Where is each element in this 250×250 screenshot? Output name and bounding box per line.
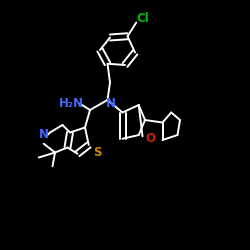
Text: S: S <box>93 146 102 159</box>
Text: N: N <box>106 97 116 110</box>
Text: Cl: Cl <box>136 12 149 25</box>
Text: H₂N: H₂N <box>59 97 84 110</box>
Text: N: N <box>39 128 49 141</box>
Text: O: O <box>145 132 155 145</box>
